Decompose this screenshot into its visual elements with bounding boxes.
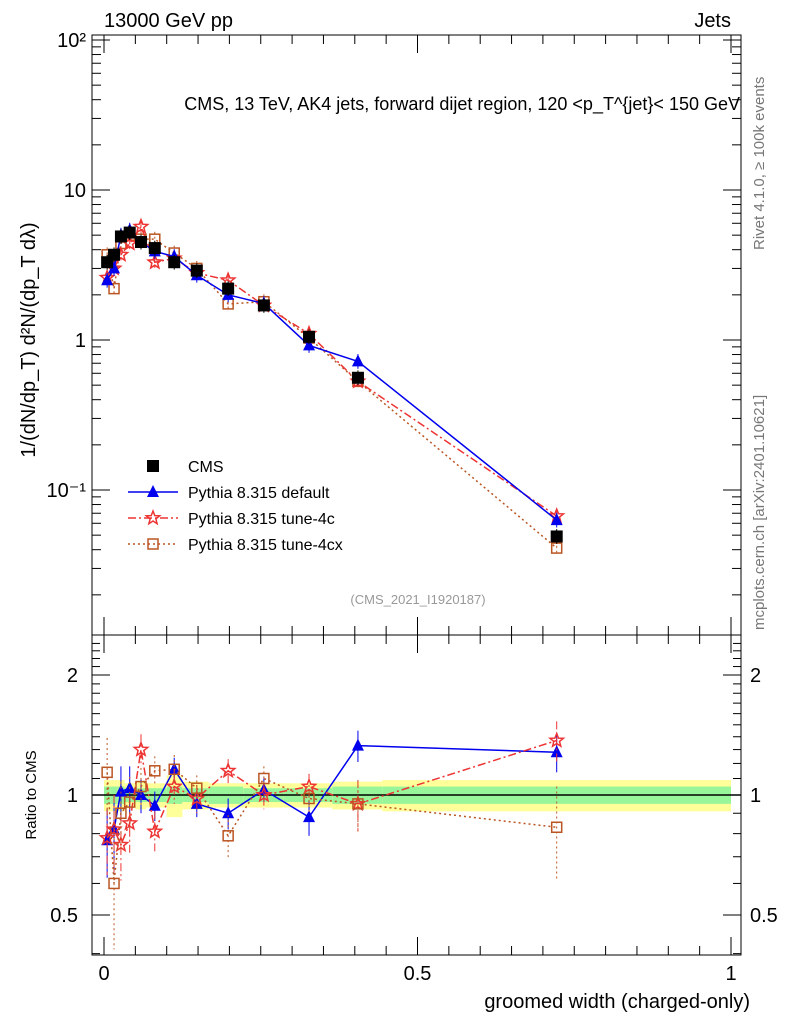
xlabel: groomed width (charged-only): [484, 991, 750, 1013]
data-point: [303, 330, 316, 343]
ratio-point: [146, 822, 164, 839]
ratio-point: [550, 745, 563, 758]
ratio-point: [258, 772, 270, 785]
ratio-point: [121, 814, 139, 831]
ratio-point: [300, 777, 318, 794]
ratio-point: [255, 785, 273, 803]
ratio-point: [165, 777, 183, 794]
ratio-point: [135, 780, 147, 793]
ratio-point: [108, 877, 120, 890]
data-point: [222, 282, 235, 295]
ratio-tick-label-right: 1: [750, 785, 761, 807]
series-line: [106, 234, 558, 549]
data-point: [257, 299, 270, 312]
ratio-line: [106, 739, 557, 847]
y-tick-label: 10: [64, 180, 86, 202]
data-point: [190, 264, 203, 277]
data-point: [132, 217, 150, 235]
ratio-ylabel: Ratio to CMS: [23, 750, 40, 839]
data-point: [108, 282, 120, 295]
data-point: [550, 530, 563, 543]
ratio-point: [98, 828, 116, 846]
ratio-point: [191, 782, 203, 794]
legend-label: Pythia 8.315 default: [188, 485, 330, 502]
x-tick-label: 1: [725, 963, 736, 985]
legend-marker: [147, 538, 159, 550]
ratio-point: [168, 762, 181, 775]
ratio-point: [222, 806, 235, 819]
ratio-tick-label: 2: [67, 665, 78, 687]
data-point: [148, 242, 161, 255]
y-tick-label: 1: [75, 330, 86, 352]
ratio-point: [351, 738, 364, 751]
ratio-tick-label-right: 2: [750, 665, 761, 687]
ratio-point: [550, 821, 563, 834]
ratio-tick-label: 1: [67, 785, 78, 807]
legend-marker: [144, 508, 162, 526]
header-left: 13000 GeV pp: [104, 10, 233, 32]
ratio-point: [123, 796, 136, 808]
ratio-point: [303, 810, 316, 823]
data-point: [351, 371, 364, 384]
ratio-tick-label-right: 0.5: [750, 905, 778, 927]
ratio-point: [132, 740, 150, 757]
rivet-version: Rivet 4.1.0, ≥ 100k events: [751, 77, 768, 250]
x-tick-label: 0.5: [404, 963, 432, 985]
legend-label: Pythia 8.315 tune-4cx: [188, 537, 343, 554]
data-point: [123, 226, 136, 239]
main-title: CMS, 13 TeV, AK4 jets, forward dijet reg…: [184, 94, 740, 115]
data-point: [108, 248, 121, 261]
ratio-point: [168, 763, 180, 776]
ratio-point: [105, 820, 123, 837]
main-ylabel: 1/(dN/dp_T) d²N/(dp_T dλ): [18, 222, 40, 457]
legend-label: CMS: [188, 459, 224, 476]
mcplots-label: mcplots.cern.ch [arXiv:2401.10621]: [751, 395, 768, 630]
data-point: [108, 261, 121, 274]
series-line: [106, 229, 558, 521]
legend-marker: [147, 485, 159, 497]
ratio-point: [303, 792, 315, 805]
ratio-point: [148, 798, 161, 811]
ratio-point: [547, 731, 566, 748]
data-point: [146, 253, 164, 270]
ratio-point: [219, 761, 237, 779]
legend-marker: [147, 460, 159, 472]
y-tick-label: 10⁻¹: [47, 480, 87, 502]
ratio-point: [101, 766, 113, 779]
ratio-point: [149, 765, 161, 777]
analysis-annotation: (CMS_2021_I1920187): [350, 592, 485, 607]
data-point: [101, 273, 114, 286]
y-tick-label: 10²: [57, 30, 86, 52]
ratio-point: [115, 807, 127, 819]
data-point: [550, 513, 563, 526]
data-point: [134, 236, 147, 249]
series-line: [106, 225, 558, 517]
x-tick-label: 0: [98, 963, 109, 985]
data-point: [303, 338, 316, 351]
ratio-point: [114, 784, 127, 797]
data-point: [168, 256, 181, 269]
data-point: [351, 354, 364, 367]
header-right: Jets: [694, 10, 731, 32]
legend-label: Pythia 8.315 tune-4c: [188, 511, 335, 528]
ratio-point: [222, 830, 234, 842]
ratio-tick-label: 0.5: [50, 905, 78, 927]
ratio-point: [352, 798, 364, 810]
